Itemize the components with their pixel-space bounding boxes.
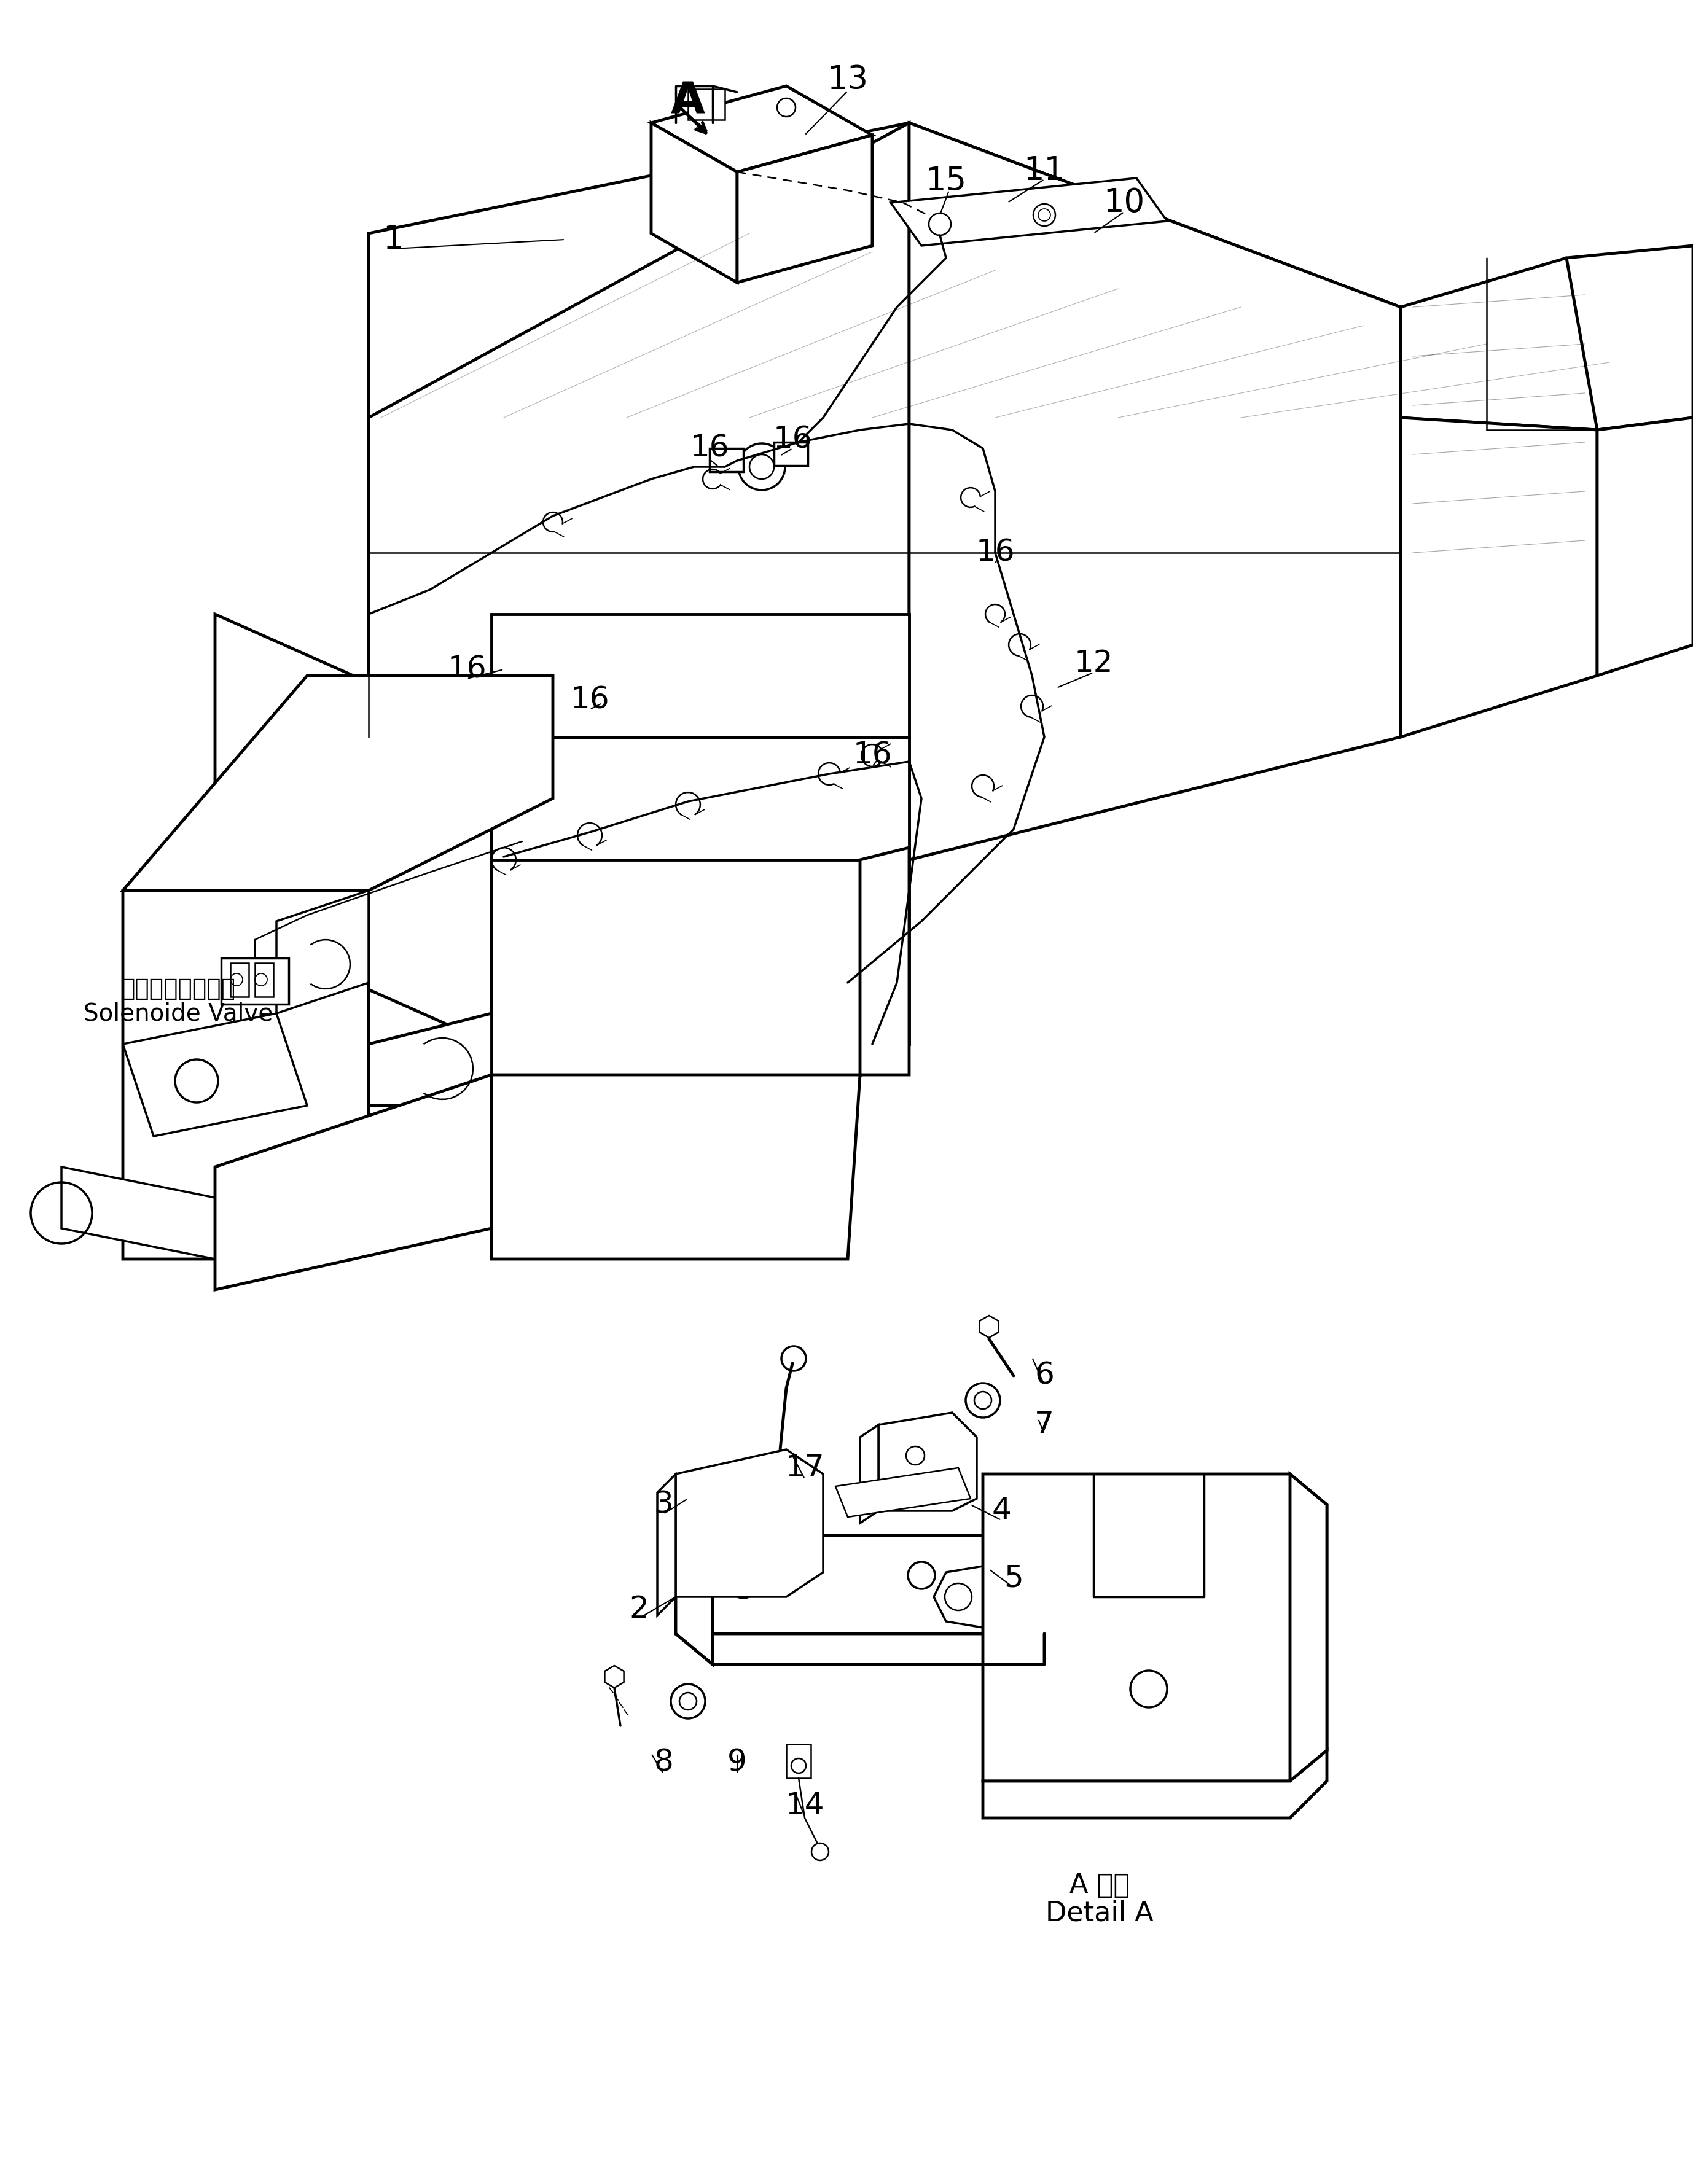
Text: 5: 5 [1004, 1564, 1023, 1592]
Polygon shape [1400, 258, 1596, 430]
Polygon shape [891, 179, 1166, 245]
Polygon shape [215, 1075, 491, 1291]
Text: 4: 4 [992, 1496, 1011, 1527]
Polygon shape [736, 135, 872, 282]
Text: 12: 12 [1073, 649, 1112, 677]
Text: Detail A: Detail A [1046, 1900, 1153, 1926]
Bar [709, 448, 743, 472]
Bar [230, 963, 249, 996]
Text: 17: 17 [786, 1452, 824, 1483]
Text: ソレノイドバルブ: ソレノイドバルブ [120, 976, 235, 1000]
Polygon shape [676, 1450, 823, 1597]
Polygon shape [276, 891, 369, 1013]
Bar [774, 441, 808, 465]
Polygon shape [909, 122, 1400, 860]
Text: 16: 16 [774, 424, 813, 454]
Text: 2: 2 [630, 1594, 648, 1625]
Polygon shape [1400, 417, 1596, 736]
Polygon shape [124, 675, 554, 891]
Bar [687, 90, 725, 120]
Bar [786, 1745, 811, 1778]
Polygon shape [879, 1413, 977, 1511]
Text: 15: 15 [926, 166, 967, 197]
Polygon shape [491, 736, 909, 1044]
Polygon shape [369, 122, 1400, 417]
Polygon shape [980, 1315, 999, 1337]
Text: A 詳細: A 詳細 [1070, 1872, 1129, 1898]
Text: 3: 3 [653, 1489, 674, 1520]
Polygon shape [124, 1013, 306, 1136]
Polygon shape [676, 1498, 1045, 1634]
Polygon shape [491, 1075, 860, 1258]
Polygon shape [61, 1166, 215, 1258]
Text: 16: 16 [571, 686, 609, 714]
Polygon shape [652, 85, 872, 173]
Text: 8: 8 [653, 1747, 674, 1778]
Polygon shape [604, 1666, 625, 1688]
Polygon shape [369, 1013, 554, 1105]
Polygon shape [984, 1749, 1327, 1817]
Text: 16: 16 [853, 740, 892, 771]
Polygon shape [860, 847, 909, 1075]
Text: 10: 10 [1104, 186, 1144, 218]
Polygon shape [652, 122, 736, 282]
Text: 9: 9 [728, 1747, 747, 1778]
Polygon shape [1596, 417, 1693, 675]
Text: A: A [670, 81, 706, 122]
Polygon shape [676, 1535, 713, 1664]
Bar [256, 963, 273, 996]
Text: 16: 16 [975, 537, 1014, 568]
Text: 16: 16 [447, 655, 486, 684]
Text: 11: 11 [1024, 155, 1065, 186]
Bar [222, 959, 290, 1005]
Text: 6: 6 [1034, 1361, 1055, 1391]
Polygon shape [1566, 245, 1693, 430]
Text: Solenoide Valve: Solenoide Valve [83, 1002, 273, 1024]
Polygon shape [835, 1468, 970, 1518]
Text: 7: 7 [1034, 1411, 1055, 1439]
Text: 1: 1 [383, 223, 403, 256]
Polygon shape [984, 1474, 1327, 1782]
Polygon shape [860, 1424, 879, 1522]
Polygon shape [124, 891, 369, 1258]
Circle shape [782, 1345, 806, 1372]
Polygon shape [369, 122, 909, 860]
Text: 16: 16 [691, 435, 730, 463]
Polygon shape [657, 1474, 676, 1616]
Text: 14: 14 [786, 1791, 824, 1821]
Text: 13: 13 [828, 63, 869, 96]
Polygon shape [491, 614, 909, 736]
Polygon shape [215, 614, 491, 1044]
Polygon shape [1290, 1474, 1327, 1782]
Polygon shape [491, 860, 860, 1075]
